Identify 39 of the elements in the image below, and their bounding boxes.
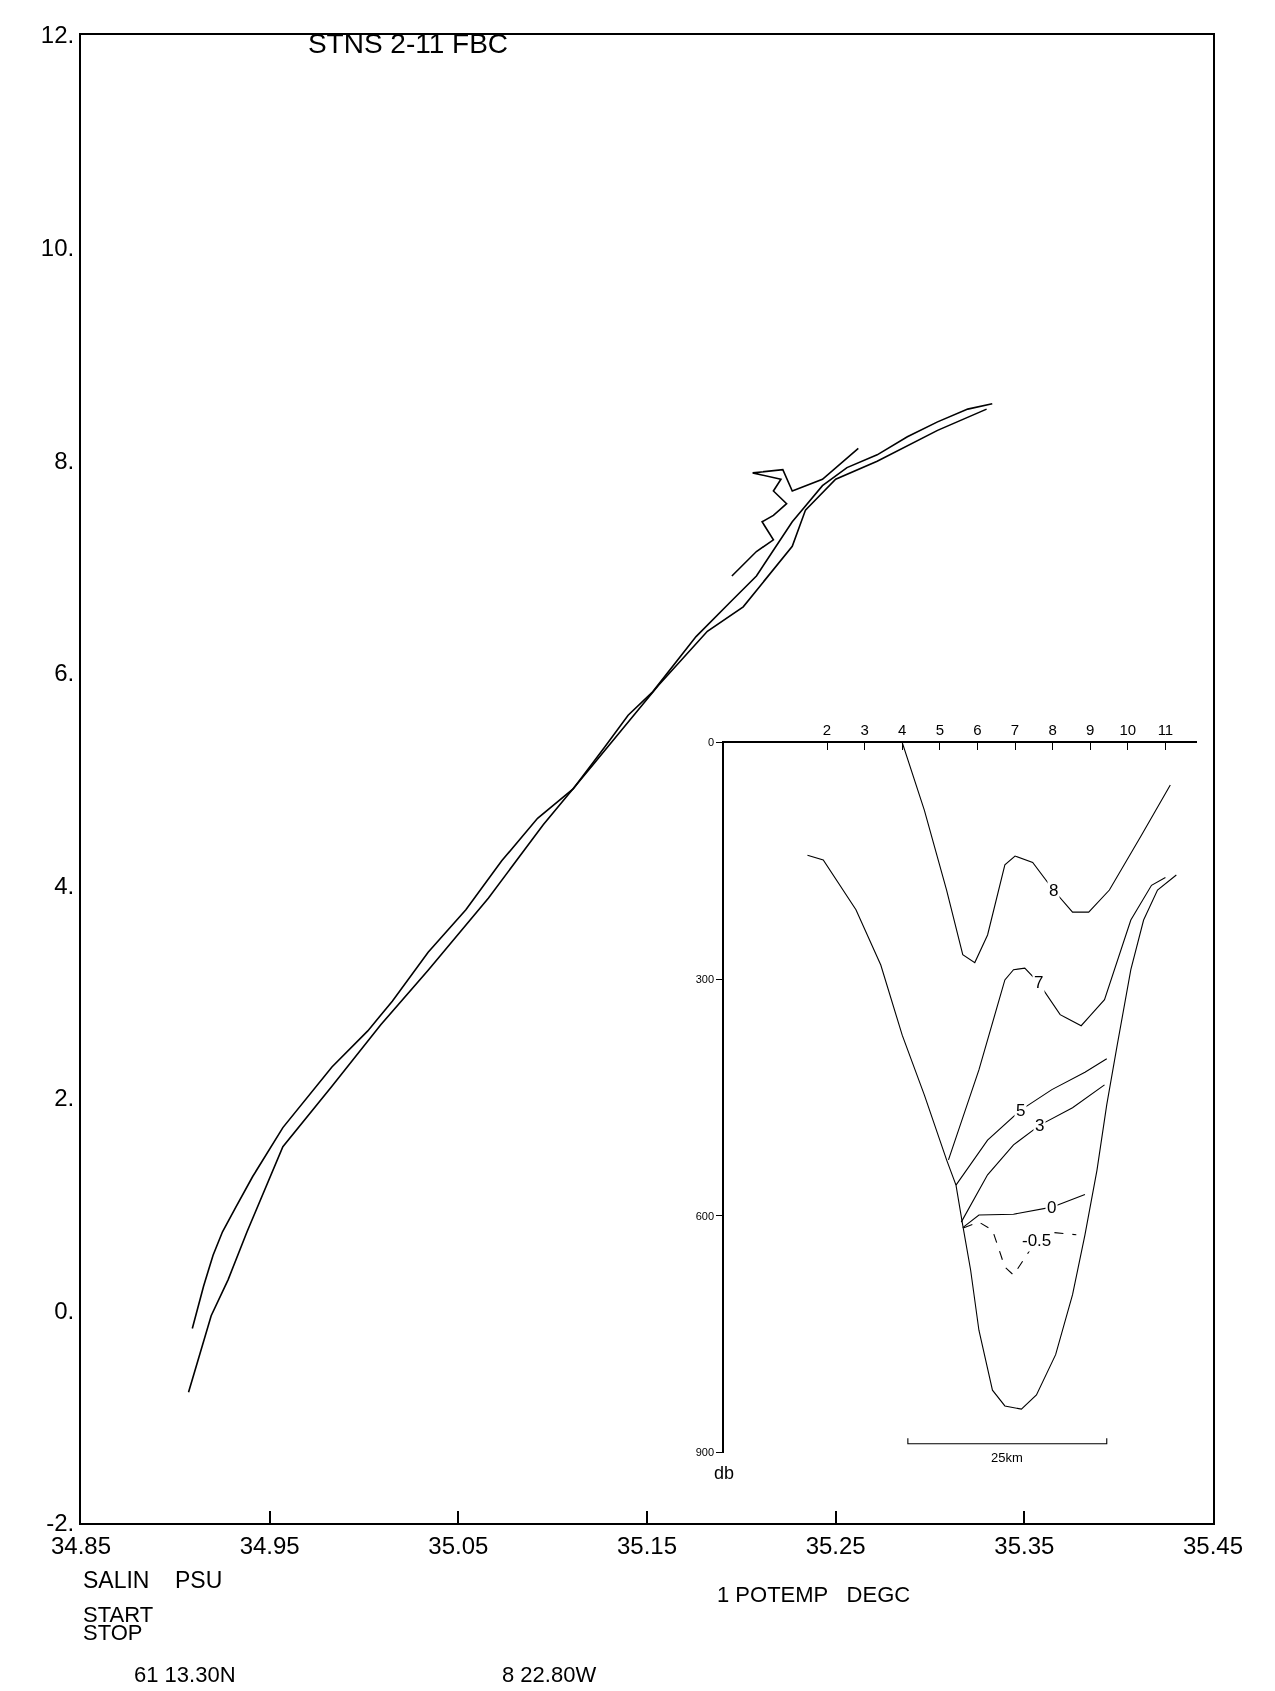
x-tick-label: 35.45 (1182, 1531, 1244, 1559)
line-series (955, 1058, 1108, 1186)
x-tick-label: 3 (860, 720, 869, 738)
x-tick-label: 7 (1010, 720, 1020, 738)
y-tick-label: 0. (54, 1296, 75, 1324)
y-tick-label: 6. (54, 659, 75, 687)
y-tick-label: 12. (40, 21, 75, 49)
line-series (947, 876, 1166, 1161)
y-tick-label: 8. (54, 446, 75, 474)
x-tick-label: 5 (935, 720, 944, 738)
x-tick-label: 6 (973, 720, 982, 738)
x-tick-label: 4 (898, 720, 907, 738)
x-tick-label: 35.15 (616, 1531, 678, 1559)
y-tick-label: 600 (695, 1209, 715, 1222)
y-tick-label: 10. (40, 233, 75, 261)
x-tick-label: 10 (1119, 720, 1137, 738)
x-tick-label: 9 (1086, 720, 1095, 738)
line-series (960, 1084, 1106, 1223)
annotation: -0.5 (1022, 1231, 1052, 1250)
x-tick-label: 8 (1048, 720, 1057, 738)
x-tick-label: 35.05 (428, 1531, 489, 1559)
line-series (731, 447, 860, 577)
series-label: 25km (991, 1450, 1023, 1465)
x-tick-label: 11 (1157, 720, 1174, 738)
y-tick-label: 300 (695, 973, 715, 986)
x-axis-title: SALIN PSU (83, 1567, 223, 1593)
x-tick-label: 2 (822, 720, 832, 738)
x-tick-label: 35.35 (994, 1531, 1055, 1559)
annotation: db (714, 1463, 735, 1483)
text: 8 22.80W (502, 1662, 597, 1687)
y-tick-label: 0 (707, 736, 715, 749)
y-tick-label: 4. (54, 871, 75, 899)
y-tick-label: 2. (54, 1084, 75, 1112)
x-tick-label: 35.25 (805, 1531, 866, 1559)
y-tick-label: 900 (695, 1446, 715, 1459)
text: 61 13.30N (134, 1662, 236, 1687)
x-tick-label: 34.95 (239, 1531, 300, 1559)
text: 1 POTEMP DEGC (717, 1582, 911, 1607)
line-series (806, 854, 1177, 1410)
